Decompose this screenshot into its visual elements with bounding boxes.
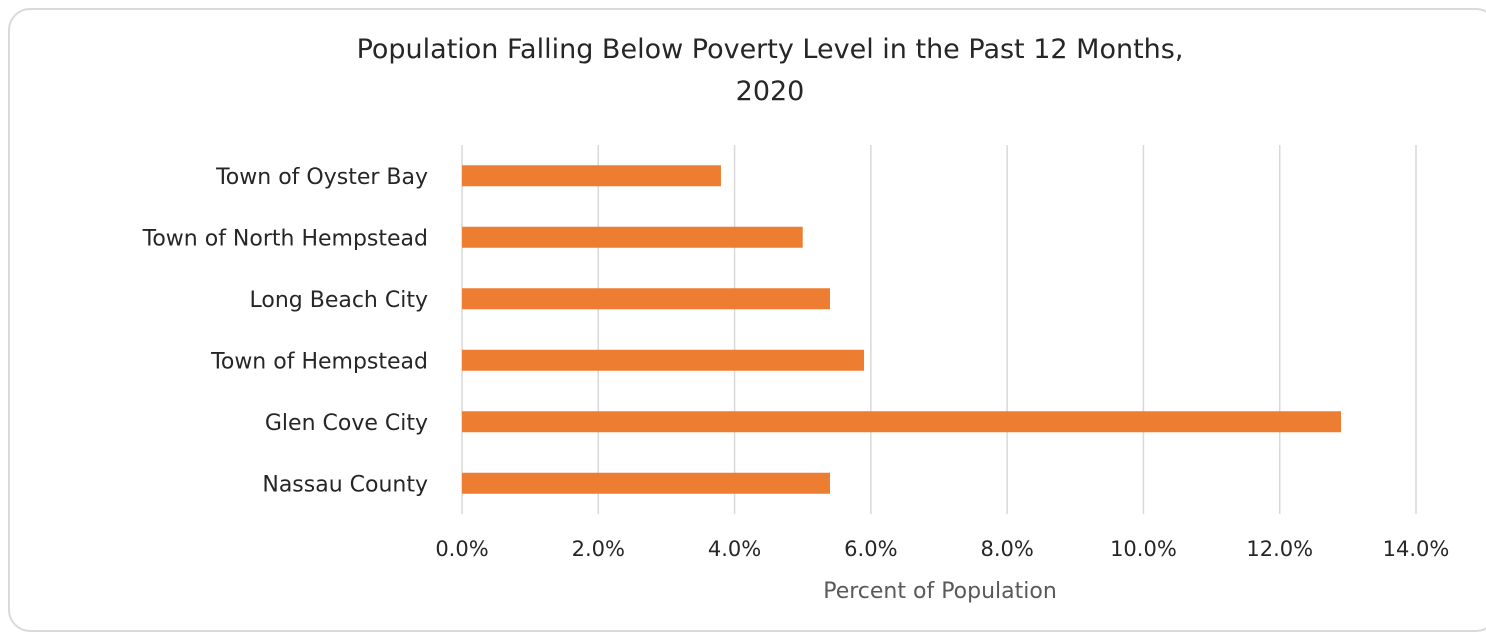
x-tick-label: 14.0% [1383,537,1450,561]
x-tick-label: 0.0% [435,537,488,561]
category-label: Nassau County [262,472,428,497]
bar [462,472,830,494]
x-tick-label: 6.0% [844,537,897,561]
category-label: Town of Oyster Bay [215,165,428,190]
chart-title: Population Falling Below Poverty Level i… [356,34,1184,65]
x-tick-label: 10.0% [1110,537,1177,561]
bar [462,226,803,248]
category-label: Glen Cove City [265,411,428,436]
bar [462,288,830,310]
bar [462,165,721,187]
x-tick-label: 2.0% [572,537,625,561]
bar [462,349,865,371]
x-tick-label: 4.0% [708,537,761,561]
chart-card [8,8,1486,632]
bar [462,411,1342,433]
category-label: Town of North Hempstead [142,226,428,251]
x-tick-label: 8.0% [980,537,1033,561]
x-axis-title: Percent of Population [823,579,1057,604]
chart-title-year: 2020 [735,76,805,107]
x-tick-label: 12.0% [1246,537,1313,561]
category-label: Town of Hempstead [210,349,428,374]
category-label: Long Beach City [250,288,429,313]
